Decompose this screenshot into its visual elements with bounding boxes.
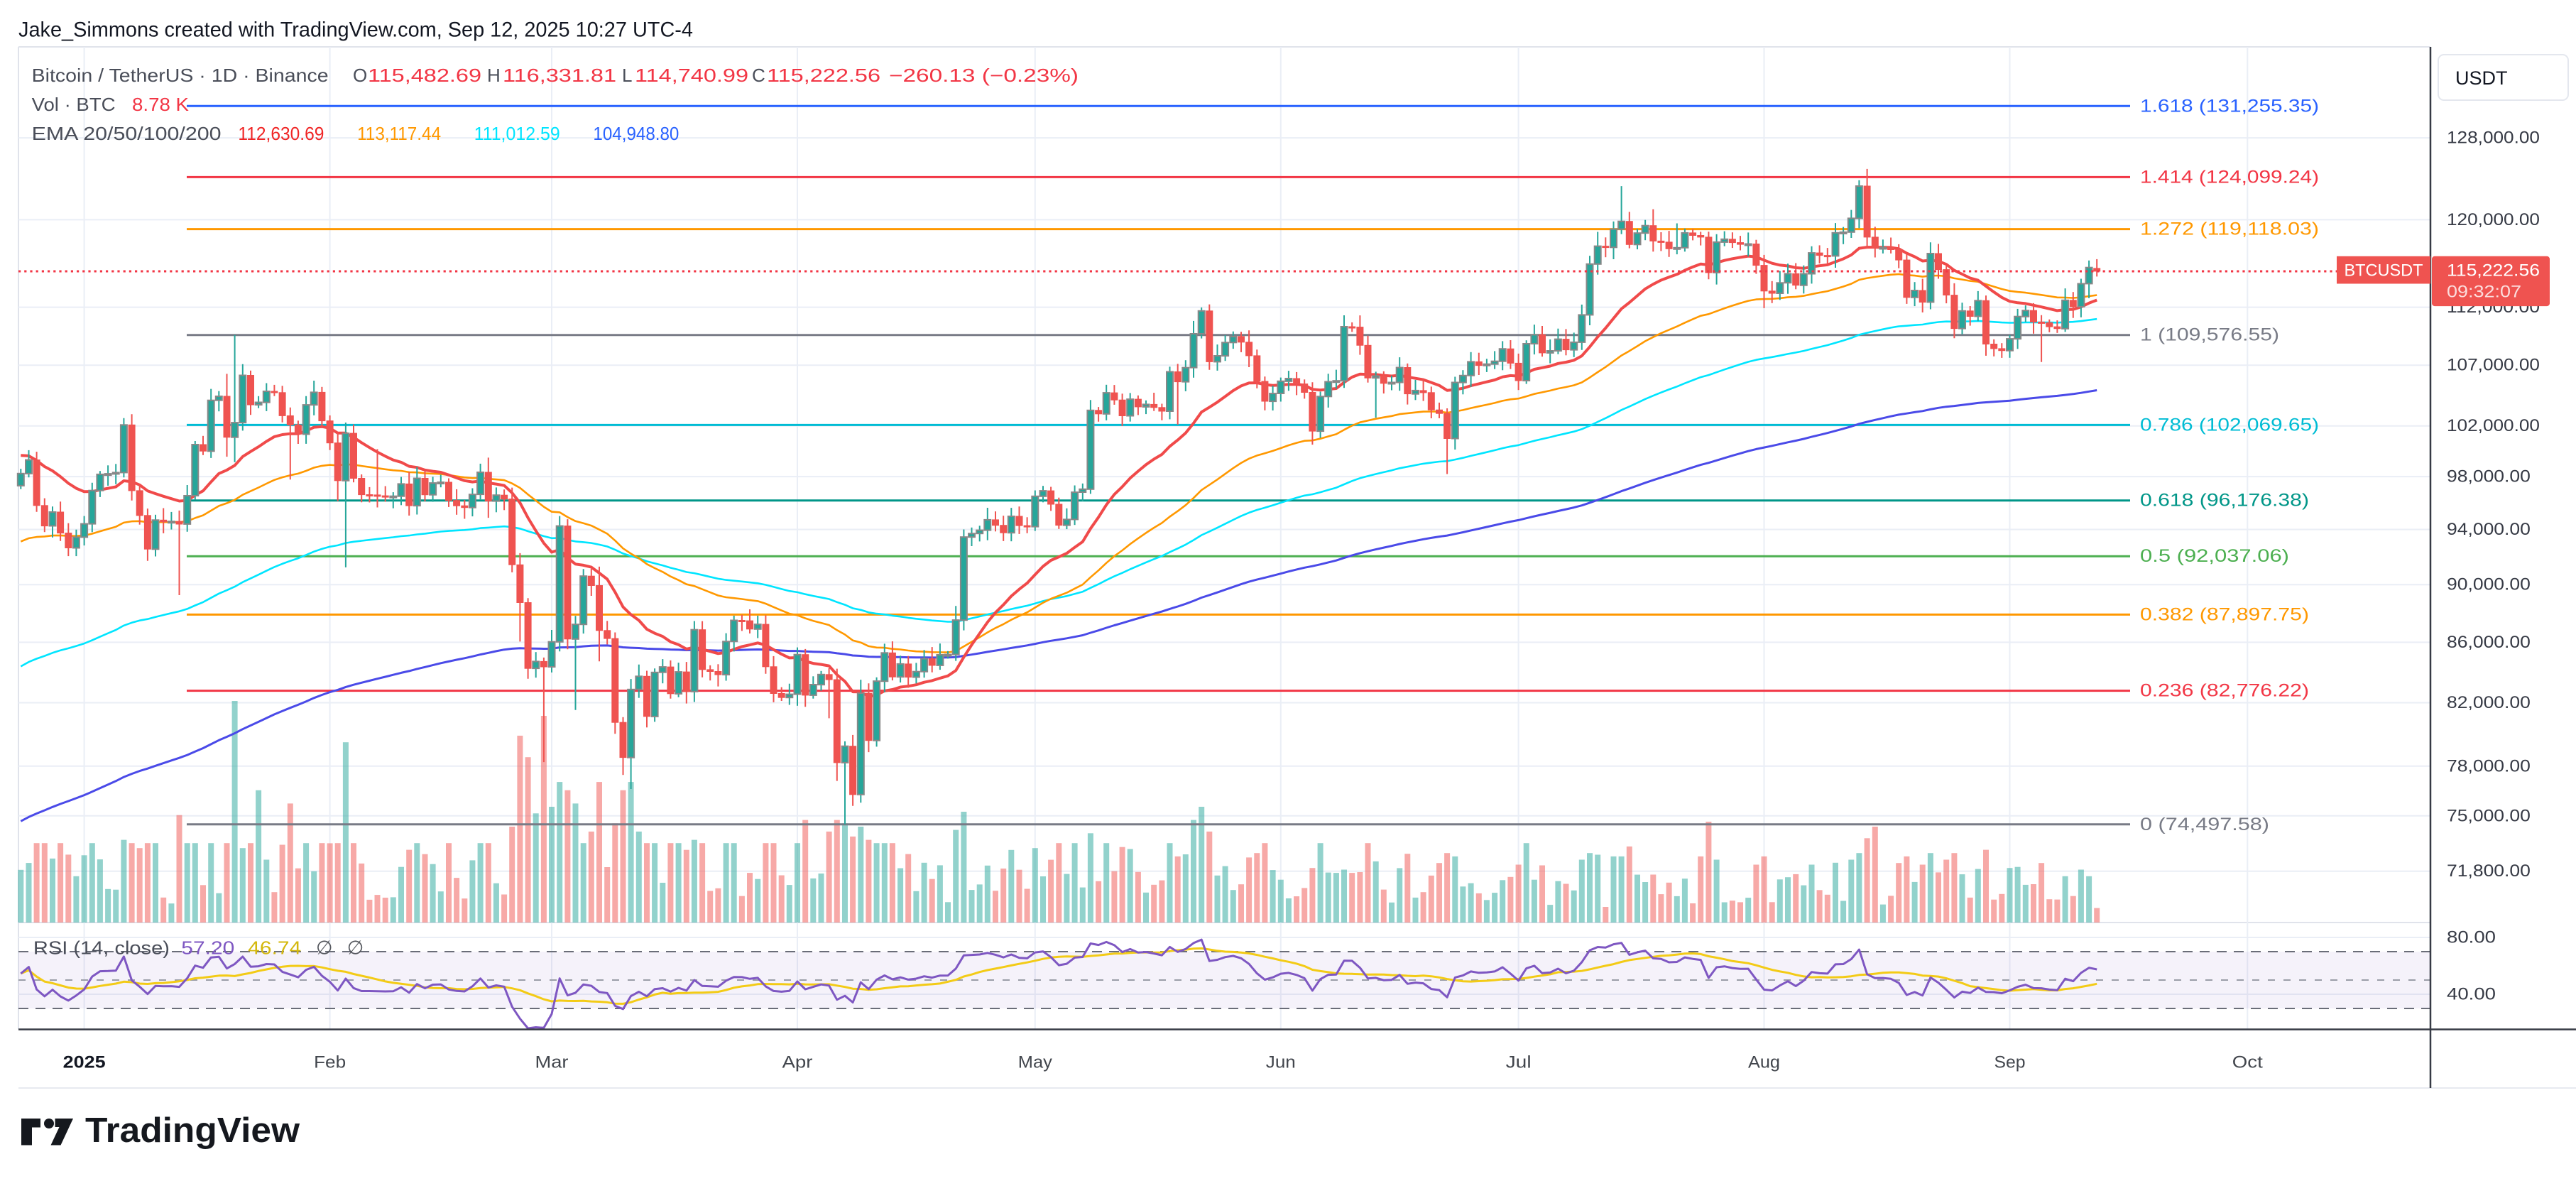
svg-text:104,948.80: 104,948.80: [593, 123, 679, 144]
svg-text:1.618 (131,255.35): 1.618 (131,255.35): [2140, 96, 2319, 116]
svg-text:102,000.00: 102,000.00: [2447, 416, 2540, 435]
svg-text:116,331.81: 116,331.81: [503, 65, 616, 86]
svg-text:RSI (14, close): RSI (14, close): [33, 937, 170, 959]
svg-text:75,000.00: 75,000.00: [2447, 806, 2531, 825]
svg-text:0.382 (87,897.75): 0.382 (87,897.75): [2140, 604, 2309, 624]
svg-text:L: L: [622, 65, 632, 86]
svg-text:1.414 (124,099.24): 1.414 (124,099.24): [2140, 167, 2319, 187]
svg-text:86,000.00: 86,000.00: [2447, 633, 2531, 652]
svg-text:−260.13 (−0.23%): −260.13 (−0.23%): [889, 65, 1079, 86]
svg-text:98,000.00: 98,000.00: [2447, 467, 2531, 486]
svg-text:120,000.00: 120,000.00: [2447, 210, 2540, 229]
svg-text:80.00: 80.00: [2447, 928, 2496, 947]
svg-text:∅: ∅: [316, 937, 333, 959]
svg-text:EMA 20/50/100/200: EMA 20/50/100/200: [32, 123, 222, 144]
svg-text:111,012.59: 111,012.59: [474, 123, 560, 144]
svg-text:H: H: [487, 65, 501, 86]
svg-text:BTCUSDT: BTCUSDT: [2345, 261, 2423, 281]
svg-text:Bitcoin / TetherUS · 1D · Bina: Bitcoin / TetherUS · 1D · Binance: [32, 65, 329, 86]
svg-text:TradingView: TradingView: [85, 1111, 300, 1150]
svg-text:Aug: Aug: [1748, 1053, 1780, 1072]
svg-text:Feb: Feb: [314, 1053, 346, 1072]
svg-text:2025: 2025: [63, 1053, 106, 1072]
svg-text:112,630.69: 112,630.69: [238, 123, 324, 144]
svg-text:57.20: 57.20: [181, 937, 234, 959]
svg-text:0.5 (92,037.06): 0.5 (92,037.06): [2140, 546, 2289, 566]
svg-text:71,800.00: 71,800.00: [2447, 861, 2531, 881]
svg-text:Vol · BTC: Vol · BTC: [32, 94, 116, 115]
svg-text:40.00: 40.00: [2447, 985, 2496, 1004]
svg-text:0.786 (102,069.65): 0.786 (102,069.65): [2140, 415, 2319, 435]
svg-text:May: May: [1018, 1053, 1052, 1072]
svg-text:Sep: Sep: [1994, 1053, 2026, 1072]
svg-text:128,000.00: 128,000.00: [2447, 129, 2540, 148]
svg-text:C: C: [752, 65, 765, 86]
svg-text:∅: ∅: [347, 937, 364, 959]
svg-text:Apr: Apr: [782, 1053, 813, 1072]
svg-text:90,000.00: 90,000.00: [2447, 575, 2531, 594]
svg-text:0 (74,497.58): 0 (74,497.58): [2140, 815, 2269, 834]
svg-text:94,000.00: 94,000.00: [2447, 520, 2531, 539]
svg-text:115,222.56: 115,222.56: [767, 65, 880, 86]
svg-text:107,000.00: 107,000.00: [2447, 356, 2540, 375]
svg-text:0.236 (82,776.22): 0.236 (82,776.22): [2140, 681, 2309, 701]
svg-text:0.618 (96,176.38): 0.618 (96,176.38): [2140, 491, 2309, 511]
svg-text:1.272 (119,118.03): 1.272 (119,118.03): [2140, 219, 2319, 239]
svg-text:114,740.99: 114,740.99: [635, 65, 748, 86]
svg-text:Oct: Oct: [2232, 1053, 2263, 1072]
svg-text:8.78 K: 8.78 K: [132, 94, 190, 115]
svg-text:113,117.44: 113,117.44: [357, 123, 441, 144]
svg-text:Jun: Jun: [1266, 1053, 1296, 1072]
svg-text:46.74: 46.74: [248, 937, 301, 959]
svg-text:USDT: USDT: [2455, 67, 2508, 89]
svg-text:82,000.00: 82,000.00: [2447, 693, 2531, 712]
svg-text:Jul: Jul: [1506, 1053, 1532, 1072]
svg-text:1 (109,576.55): 1 (109,576.55): [2140, 325, 2279, 345]
svg-text:115,482.69: 115,482.69: [368, 65, 481, 86]
svg-text:O: O: [353, 65, 367, 86]
svg-text:Jake_Simmons created with Trad: Jake_Simmons created with TradingView.co…: [18, 18, 693, 42]
svg-text:78,000.00: 78,000.00: [2447, 756, 2531, 776]
svg-text:115,222.56: 115,222.56: [2447, 261, 2540, 281]
svg-text:Mar: Mar: [535, 1053, 569, 1072]
svg-text:09:32:07: 09:32:07: [2447, 283, 2521, 302]
